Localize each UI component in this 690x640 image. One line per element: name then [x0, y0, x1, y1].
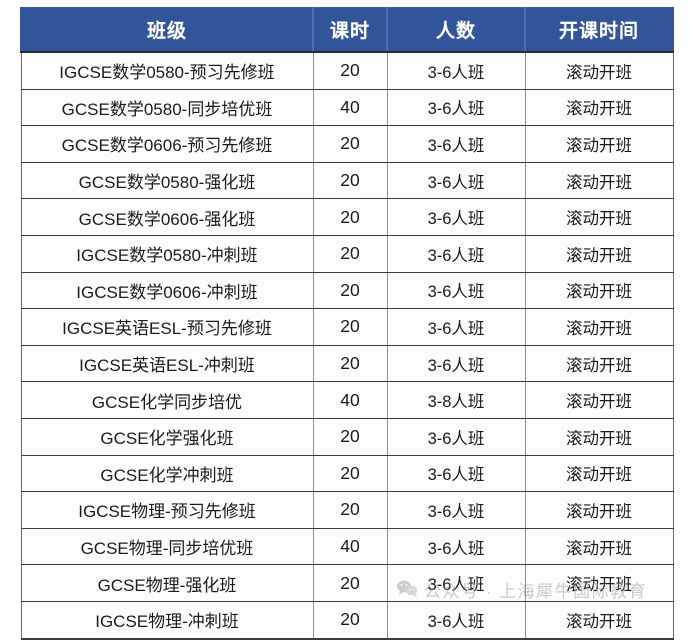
cell-size: 3-6人班 — [387, 564, 526, 602]
table-row: GCSE数学0606-强化班 20 3-6人班 滚动开班 — [20, 198, 674, 236]
cell-start: 滚动开班 — [525, 89, 674, 127]
cell-start: 滚动开班 — [525, 308, 674, 346]
cell-size: 3-6人班 — [387, 418, 526, 456]
cell-start: 滚动开班 — [525, 52, 674, 90]
cell-hours: 20 — [313, 601, 388, 640]
cell-size: 3-6人班 — [387, 491, 526, 529]
cell-size: 3-6人班 — [387, 235, 526, 273]
cell-start: 滚动开班 — [525, 418, 674, 456]
cell-class_name: IGCSE物理-预习先修班 — [20, 491, 314, 529]
table-row: GCSE数学0580-强化班 20 3-6人班 滚动开班 — [20, 162, 674, 200]
cell-hours: 20 — [313, 308, 388, 346]
cell-size: 3-6人班 — [387, 528, 526, 566]
column-header-hours: 课时 — [313, 7, 388, 53]
cell-start: 滚动开班 — [525, 345, 674, 383]
table-row: GCSE数学0606-预习先修班 20 3-6人班 滚动开班 — [20, 125, 674, 163]
table-row: IGCSE物理-冲刺班 20 3-6人班 滚动开班 — [20, 601, 674, 640]
course-schedule-table: 班级 课时 人数 开课时间 IGCSE数学0580-预习先修班 20 3-6人班 滚动… — [20, 7, 674, 640]
cell-class_name: GCSE物理-同步培优班 — [20, 528, 314, 566]
cell-start: 滚动开班 — [525, 125, 674, 163]
cell-class_name: IGCSE英语ESL-预习先修班 — [20, 308, 314, 346]
cell-class_name: GCSE数学0580-同步培优班 — [20, 89, 314, 127]
table-header-row: 班级 课时 人数 开课时间 — [20, 7, 674, 53]
cell-start: 滚动开班 — [525, 162, 674, 200]
cell-hours: 40 — [313, 528, 388, 566]
cell-hours: 20 — [313, 272, 388, 310]
cell-hours: 20 — [313, 455, 388, 493]
table-row: IGCSE数学0606-冲刺班 20 3-6人班 滚动开班 — [20, 272, 674, 310]
cell-size: 3-6人班 — [387, 52, 526, 90]
table-row: GCSE化学冲刺班 20 3-6人班 滚动开班 — [20, 455, 674, 493]
cell-hours: 20 — [313, 235, 388, 273]
table-row: IGCSE英语ESL-预习先修班 20 3-6人班 滚动开班 — [20, 308, 674, 346]
cell-start: 滚动开班 — [525, 491, 674, 529]
cell-class_name: GCSE物理-强化班 — [20, 564, 314, 602]
cell-class_name: IGCSE英语ESL-冲刺班 — [20, 345, 314, 383]
cell-start: 滚动开班 — [525, 455, 674, 493]
table-row: GCSE数学0580-同步培优班 40 3-6人班 滚动开班 — [20, 89, 674, 127]
cell-start: 滚动开班 — [525, 198, 674, 236]
cell-class_name: IGCSE物理-冲刺班 — [20, 601, 314, 640]
cell-hours: 40 — [313, 89, 388, 127]
cell-hours: 20 — [313, 491, 388, 529]
table-row: IGCSE物理-预习先修班 20 3-6人班 滚动开班 — [20, 491, 674, 529]
cell-size: 3-6人班 — [387, 601, 526, 640]
cell-class_name: GCSE化学同步培优 — [20, 381, 314, 419]
cell-start: 滚动开班 — [525, 381, 674, 419]
cell-size: 3-8人班 — [387, 381, 526, 419]
cell-class_name: GCSE化学强化班 — [20, 418, 314, 456]
cell-hours: 20 — [313, 162, 388, 200]
cell-size: 3-6人班 — [387, 89, 526, 127]
cell-hours: 40 — [313, 381, 388, 419]
cell-class_name: IGCSE数学0580-冲刺班 — [20, 235, 314, 273]
cell-hours: 20 — [313, 564, 388, 602]
cell-start: 滚动开班 — [525, 601, 674, 640]
cell-hours: 20 — [313, 125, 388, 163]
table-row: IGCSE数学0580-预习先修班 20 3-6人班 滚动开班 — [20, 52, 674, 90]
cell-start: 滚动开班 — [525, 235, 674, 273]
table-row: GCSE化学强化班 20 3-6人班 滚动开班 — [20, 418, 674, 456]
cell-size: 3-6人班 — [387, 162, 526, 200]
cell-hours: 20 — [313, 52, 388, 90]
column-header-size: 人数 — [387, 7, 526, 53]
cell-size: 3-6人班 — [387, 125, 526, 163]
table-body: IGCSE数学0580-预习先修班 20 3-6人班 滚动开班 GCSE数学0580-同… — [20, 52, 674, 640]
cell-class_name: GCSE数学0580-强化班 — [20, 162, 314, 200]
column-header-start: 开课时间 — [525, 7, 674, 53]
cell-start: 滚动开班 — [525, 272, 674, 310]
table-row: GCSE化学同步培优 40 3-8人班 滚动开班 — [20, 381, 674, 419]
cell-size: 3-6人班 — [387, 198, 526, 236]
table-row: GCSE物理-同步培优班 40 3-6人班 滚动开班 — [20, 528, 674, 566]
cell-start: 滚动开班 — [525, 528, 674, 566]
cell-class_name: IGCSE数学0580-预习先修班 — [20, 52, 314, 90]
cell-size: 3-6人班 — [387, 272, 526, 310]
column-header-class: 班级 — [20, 7, 314, 53]
cell-hours: 20 — [313, 418, 388, 456]
cell-size: 3-6人班 — [387, 345, 526, 383]
cell-class_name: GCSE数学0606-强化班 — [20, 198, 314, 236]
table-row: GCSE物理-强化班 20 3-6人班 滚动开班 — [20, 564, 674, 602]
cell-size: 3-6人班 — [387, 308, 526, 346]
cell-hours: 20 — [313, 198, 388, 236]
cell-class_name: IGCSE数学0606-冲刺班 — [20, 272, 314, 310]
cell-hours: 20 — [313, 345, 388, 383]
cell-class_name: GCSE化学冲刺班 — [20, 455, 314, 493]
table-header: 班级 课时 人数 开课时间 — [20, 7, 674, 53]
cell-size: 3-6人班 — [387, 455, 526, 493]
cell-start: 滚动开班 — [525, 564, 674, 602]
table-row: IGCSE数学0580-冲刺班 20 3-6人班 滚动开班 — [20, 235, 674, 273]
table-row: IGCSE英语ESL-冲刺班 20 3-6人班 滚动开班 — [20, 345, 674, 383]
course-schedule-table-container: 班级 课时 人数 开课时间 IGCSE数学0580-预习先修班 20 3-6人班 滚动… — [20, 7, 674, 640]
cell-class_name: GCSE数学0606-预习先修班 — [20, 125, 314, 163]
